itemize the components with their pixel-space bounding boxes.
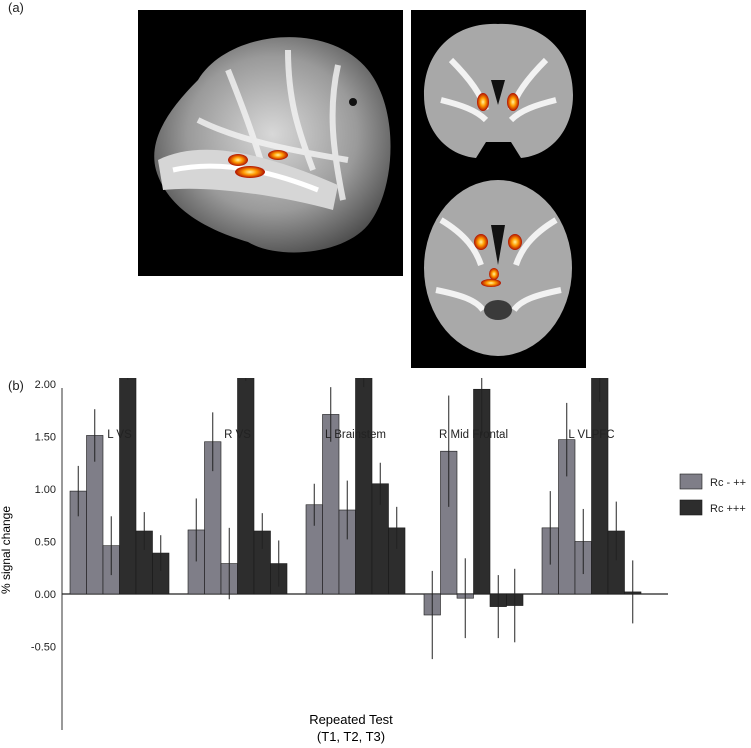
- brain-3d-drawing: [154, 37, 391, 253]
- group-label: L Brainstem: [325, 429, 386, 441]
- bar: [591, 378, 609, 595]
- panel-a-label: (a): [8, 0, 24, 15]
- bars-layer: [69, 378, 642, 660]
- legend-swatch: [679, 499, 703, 516]
- brain-coronal-slice-image: [411, 10, 586, 170]
- bar: [237, 378, 255, 595]
- panel-b-label: (b): [8, 378, 24, 393]
- group-label: L VS: [107, 429, 132, 441]
- y-tick-label: 2.00: [35, 379, 56, 391]
- y-tick-label: 0.00: [35, 589, 56, 601]
- x-axis-sublabel: (T1, T2, T3): [317, 729, 385, 744]
- group-label: R VS: [224, 429, 251, 441]
- legend: Rc - ++ Rc +++: [679, 473, 746, 516]
- y-axis-label: % signal change: [0, 506, 13, 594]
- legend-label: Rc - ++: [710, 477, 746, 489]
- group-labels: L VS R VS L Brainstem R Mid Frontal L VLPFC: [107, 429, 614, 441]
- legend-swatch: [679, 473, 703, 490]
- y-tick-label: 1.50: [35, 432, 56, 444]
- group-label: R Mid Frontal: [439, 429, 508, 441]
- x-axis-label: Repeated Test: [309, 712, 393, 727]
- y-tick-label: 0.50: [35, 537, 56, 549]
- bar: [355, 378, 373, 595]
- bar: [119, 378, 137, 595]
- y-tick-label: -0.50: [31, 642, 56, 654]
- brain-3d-render-image: [138, 10, 403, 276]
- brain-axial-slice-image: [411, 170, 586, 368]
- group-label: L VLPFC: [568, 429, 614, 441]
- brain-axial-drawing: [424, 180, 572, 356]
- brain-coronal-drawing: [424, 23, 573, 159]
- legend-label: Rc +++: [710, 503, 746, 515]
- bar-chart: 3.002.502.001.501.000.500.00-0.50 L VSR …: [0, 378, 746, 744]
- y-tick-label: 1.00: [35, 484, 56, 496]
